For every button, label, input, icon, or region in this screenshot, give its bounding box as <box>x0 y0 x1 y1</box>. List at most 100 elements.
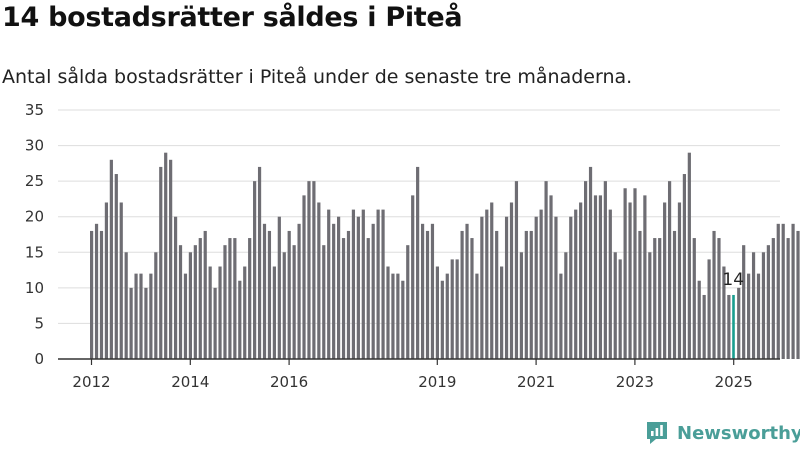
bar <box>154 252 158 359</box>
bar <box>643 195 647 359</box>
chart-subtitle: Antal sålda bostadsrätter i Piteå under … <box>2 66 633 88</box>
bar <box>500 266 504 359</box>
bar <box>178 245 183 359</box>
bar <box>702 294 706 359</box>
brand-name: Newsworthy <box>677 422 800 444</box>
bar <box>509 202 514 359</box>
last-value-label: 14 <box>722 270 744 290</box>
bar <box>124 252 128 359</box>
bar <box>337 216 341 359</box>
bar <box>183 273 188 359</box>
bar <box>440 280 444 359</box>
bar <box>771 238 775 359</box>
bar <box>381 209 385 359</box>
bar <box>188 252 192 359</box>
bar <box>114 174 118 359</box>
bar <box>218 266 222 359</box>
bar <box>579 202 583 359</box>
bar <box>391 273 395 359</box>
bar <box>776 223 780 359</box>
bar <box>366 238 370 359</box>
bar <box>233 238 237 359</box>
bar <box>574 209 578 359</box>
bar <box>257 166 262 359</box>
bar <box>371 223 375 359</box>
bar <box>727 294 731 359</box>
bar <box>248 238 252 359</box>
bar <box>208 266 212 359</box>
x-tick-label: 2014 <box>171 373 209 391</box>
bar <box>238 280 242 359</box>
bar <box>149 273 153 359</box>
x-tick-label: 2012 <box>72 373 110 391</box>
bar <box>618 259 622 359</box>
bar <box>445 273 449 359</box>
x-tick-label: 2021 <box>517 373 555 391</box>
bar <box>544 181 548 359</box>
bar <box>267 230 272 359</box>
bar <box>470 238 474 359</box>
bar <box>663 202 667 359</box>
bar <box>786 238 790 359</box>
bar <box>129 287 133 359</box>
bar <box>272 266 276 359</box>
bar <box>287 230 291 359</box>
bar <box>262 223 267 359</box>
bar <box>633 188 637 359</box>
bar <box>169 159 173 359</box>
bar <box>420 223 425 359</box>
bar <box>401 280 405 359</box>
x-tick-label: 2025 <box>715 373 753 391</box>
bar <box>648 252 652 359</box>
bar <box>203 230 207 359</box>
bar <box>396 273 400 359</box>
bar <box>376 209 380 359</box>
bar <box>159 166 163 359</box>
bar <box>119 202 123 359</box>
bar <box>173 216 178 359</box>
y-tick-label: 35 <box>25 101 44 119</box>
bar <box>332 223 336 359</box>
bar <box>277 216 281 359</box>
bar <box>761 252 766 359</box>
bar <box>638 230 642 359</box>
bar <box>109 159 113 359</box>
bar <box>534 216 538 359</box>
bar <box>193 245 197 359</box>
bar <box>653 238 657 359</box>
bar <box>737 287 741 359</box>
x-tick-label: 2023 <box>616 373 654 391</box>
bar <box>416 166 420 359</box>
bar <box>791 223 795 359</box>
newsworthy-logo: Newsworthy <box>645 420 800 446</box>
bar-highlight <box>732 294 735 359</box>
bar <box>608 209 612 359</box>
bar <box>549 195 553 359</box>
bar <box>613 252 617 359</box>
bar <box>480 216 484 359</box>
bar <box>243 266 247 359</box>
bar <box>297 223 301 359</box>
bar <box>707 259 711 359</box>
bar <box>292 245 296 359</box>
bar <box>253 181 257 359</box>
bar <box>302 195 306 359</box>
bar <box>223 245 227 359</box>
bar <box>351 209 356 359</box>
bar <box>742 245 746 359</box>
bar <box>519 252 523 359</box>
bar <box>796 230 800 359</box>
bar <box>361 209 365 359</box>
bar <box>90 230 94 359</box>
bar <box>554 216 558 359</box>
bar <box>687 152 691 359</box>
bar <box>781 223 785 359</box>
bar <box>490 202 494 359</box>
bar <box>386 266 390 359</box>
bar <box>99 230 104 359</box>
bar <box>139 273 143 359</box>
x-tick-label: 2019 <box>418 373 456 391</box>
bar <box>756 273 761 359</box>
bar <box>346 230 351 359</box>
